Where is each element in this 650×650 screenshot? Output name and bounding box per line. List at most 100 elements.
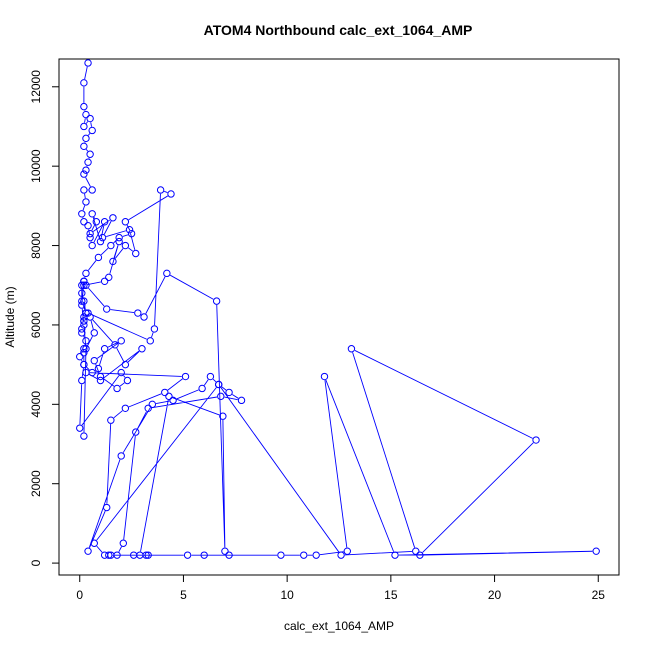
data-point (100, 218, 109, 226)
data-point (181, 372, 190, 381)
data-point (80, 321, 88, 329)
x-axis-label: calc_ext_1064_AMP (284, 619, 394, 633)
data-point (92, 218, 101, 226)
data-point (78, 289, 86, 297)
data-point (86, 229, 94, 238)
data-point (121, 241, 130, 250)
data-point (121, 360, 130, 369)
data-point (140, 313, 148, 321)
data-point (96, 372, 105, 381)
data-point (80, 218, 88, 226)
x-tick-label: 0 (76, 588, 83, 602)
data-point (144, 551, 152, 559)
data-point (80, 122, 88, 131)
data-point (134, 309, 142, 317)
data-point (156, 186, 165, 194)
data-point (132, 249, 140, 258)
data-point (148, 400, 157, 409)
data-point (80, 317, 88, 325)
data-point (127, 229, 136, 238)
data-point (138, 345, 146, 353)
data-point (416, 551, 424, 559)
data-point (88, 186, 96, 194)
data-point (78, 376, 86, 385)
data-point (165, 392, 173, 401)
data-point (221, 547, 229, 555)
chart-title: ATOM4 Northbound calc_ext_1064_AMP (204, 22, 473, 38)
x-tick-label: 15 (384, 588, 398, 602)
y-tick-label: 12000 (29, 70, 43, 104)
data-point (100, 345, 109, 353)
data-point (592, 547, 600, 555)
data-point (117, 452, 125, 460)
data-point (90, 356, 98, 365)
data-point (343, 547, 351, 555)
y-tick-label: 4000 (29, 391, 43, 418)
data-point (100, 277, 109, 285)
data-point (119, 539, 128, 547)
data-point (107, 241, 115, 250)
x-tick-label: 20 (488, 588, 502, 602)
data-point (312, 551, 320, 559)
data-point (121, 218, 130, 226)
data-point (80, 349, 88, 357)
data-point (105, 273, 113, 282)
data-point (90, 329, 98, 337)
series-layer (76, 59, 600, 559)
data-point (103, 305, 111, 313)
data-point (84, 59, 92, 67)
y-tick-label: 0 (29, 559, 43, 566)
data-point (78, 281, 86, 289)
data-point (169, 396, 177, 405)
data-point (123, 376, 132, 385)
data-point (80, 79, 88, 87)
data-point (80, 432, 88, 440)
data-point (80, 281, 88, 289)
data-point (88, 126, 96, 135)
data-point (98, 233, 107, 242)
plot-area (58, 58, 620, 576)
y-tick-label: 2000 (29, 470, 43, 497)
data-point (82, 309, 90, 317)
data-point (94, 253, 103, 262)
x-tick-label: 5 (180, 588, 187, 602)
data-point (391, 551, 399, 559)
data-point (80, 277, 88, 285)
data-point (96, 376, 105, 385)
y-tick-label: 6000 (29, 311, 43, 338)
data-point (100, 551, 109, 559)
data-point (300, 551, 308, 559)
data-point (80, 170, 88, 178)
data-point (347, 345, 356, 353)
data-point (80, 313, 88, 321)
data-point (80, 345, 88, 353)
data-point (84, 309, 92, 317)
data-point (225, 388, 233, 397)
data-point (80, 186, 88, 194)
data-point (320, 372, 329, 381)
data-point (237, 396, 246, 405)
y-tick-label: 10000 (29, 149, 43, 183)
data-point (78, 301, 86, 309)
data-point (115, 237, 123, 246)
data-point (146, 337, 154, 345)
series-line (79, 66, 593, 556)
data-point (78, 325, 86, 333)
data-point (88, 241, 96, 250)
x-tick-label: 25 (592, 588, 606, 602)
data-point (88, 210, 96, 218)
data-point (163, 269, 171, 278)
data-point (206, 372, 215, 381)
data-point (78, 297, 86, 305)
data-point (82, 345, 90, 353)
data-point (80, 360, 88, 369)
y-tick-label: 8000 (29, 232, 43, 259)
data-point (161, 388, 169, 397)
data-point (113, 384, 121, 393)
data-point (90, 539, 98, 547)
data-point (84, 222, 92, 230)
data-point (103, 503, 111, 512)
data-point (78, 329, 86, 337)
